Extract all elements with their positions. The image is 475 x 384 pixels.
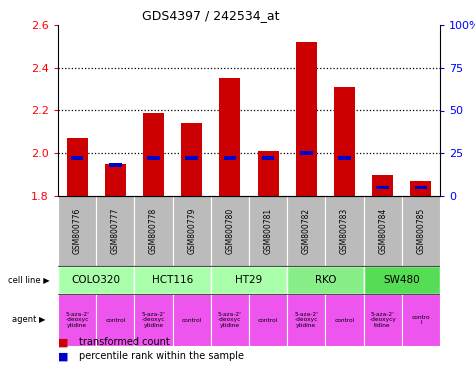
Bar	[58, 266, 134, 294]
Bar	[363, 196, 402, 266]
Bar	[410, 181, 431, 196]
Text: control: control	[105, 318, 125, 323]
Text: 5-aza-2'
-deoxyc
ytidine: 5-aza-2' -deoxyc ytidine	[218, 312, 242, 328]
Bar	[415, 185, 427, 189]
Bar	[363, 266, 440, 294]
Bar	[402, 294, 440, 346]
Bar	[96, 294, 134, 346]
Bar	[71, 156, 84, 160]
Text: GSM800782: GSM800782	[302, 208, 311, 254]
Text: 5-aza-2'
-deoxyc
ytidine: 5-aza-2' -deoxyc ytidine	[142, 312, 165, 328]
Text: cell line ▶: cell line ▶	[8, 275, 50, 285]
Bar	[300, 151, 313, 155]
Bar	[325, 196, 363, 266]
Bar	[334, 87, 355, 196]
Bar	[287, 294, 325, 346]
Text: contro
l: contro l	[411, 314, 430, 325]
Bar	[172, 196, 211, 266]
Bar	[134, 266, 211, 294]
Text: COLO320: COLO320	[72, 275, 121, 285]
Bar	[181, 123, 202, 196]
Bar	[402, 196, 440, 266]
Bar	[372, 175, 393, 196]
Text: control: control	[258, 318, 278, 323]
Bar	[147, 156, 160, 160]
Text: transformed count: transformed count	[79, 338, 170, 348]
Title: GDS4397 / 242534_at: GDS4397 / 242534_at	[142, 10, 280, 22]
Bar	[224, 156, 236, 160]
Bar	[66, 138, 87, 196]
Text: ■: ■	[58, 351, 68, 361]
Text: control: control	[334, 318, 355, 323]
Text: GSM800781: GSM800781	[264, 208, 273, 254]
Text: GSM800780: GSM800780	[226, 208, 234, 254]
Text: GSM800784: GSM800784	[378, 208, 387, 254]
Bar	[249, 294, 287, 346]
Bar	[96, 196, 134, 266]
Text: GSM800776: GSM800776	[73, 208, 82, 254]
Text: 5-aza-2'
-deoxyc
ytidine: 5-aza-2' -deoxyc ytidine	[294, 312, 318, 328]
Text: SW480: SW480	[383, 275, 420, 285]
Bar	[109, 163, 122, 167]
Bar	[325, 294, 363, 346]
Bar	[211, 294, 249, 346]
Text: GSM800779: GSM800779	[187, 208, 196, 254]
Text: control: control	[181, 318, 202, 323]
Text: ■: ■	[58, 338, 68, 348]
Bar	[134, 294, 172, 346]
Bar	[211, 196, 249, 266]
Bar	[287, 266, 363, 294]
Text: RKO: RKO	[314, 275, 336, 285]
Bar	[58, 294, 96, 346]
Bar	[105, 164, 126, 196]
Bar	[211, 266, 287, 294]
Bar	[143, 113, 164, 196]
Bar	[58, 196, 96, 266]
Bar	[262, 156, 275, 160]
Text: GSM800785: GSM800785	[417, 208, 426, 254]
Text: HT29: HT29	[236, 275, 263, 285]
Text: agent ▶: agent ▶	[12, 316, 46, 324]
Text: 5-aza-2'
-deoxycy
tidine: 5-aza-2' -deoxycy tidine	[369, 312, 396, 328]
Text: percentile rank within the sample: percentile rank within the sample	[79, 351, 244, 361]
Bar	[249, 196, 287, 266]
Bar	[219, 78, 240, 196]
Bar	[376, 185, 389, 189]
Text: GSM800777: GSM800777	[111, 208, 120, 254]
Text: GSM800783: GSM800783	[340, 208, 349, 254]
Bar	[257, 151, 279, 196]
Bar	[134, 196, 172, 266]
Bar	[172, 294, 211, 346]
Text: HCT116: HCT116	[152, 275, 193, 285]
Bar	[185, 156, 198, 160]
Bar	[287, 196, 325, 266]
Bar	[296, 42, 317, 196]
Text: 5-aza-2'
-deoxyc
ytidine: 5-aza-2' -deoxyc ytidine	[65, 312, 89, 328]
Text: GSM800778: GSM800778	[149, 208, 158, 254]
Bar	[338, 156, 351, 160]
Bar	[363, 294, 402, 346]
